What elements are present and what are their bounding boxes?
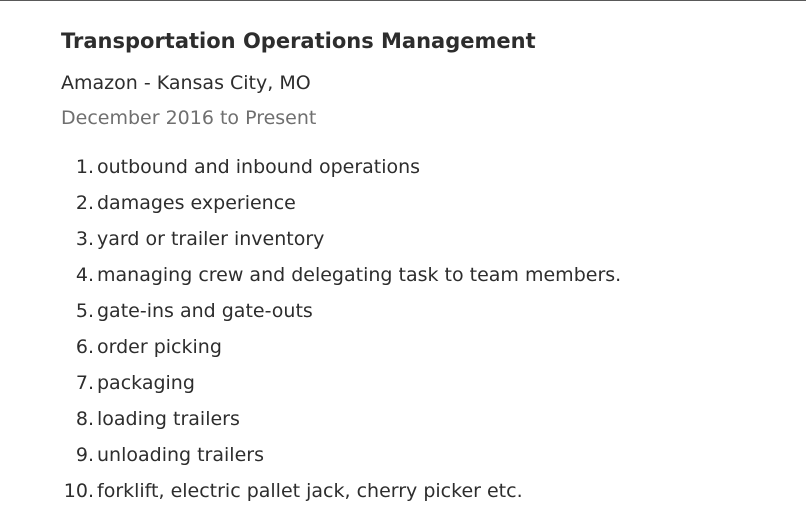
list-item: 3. yard or trailer inventory (61, 221, 791, 257)
list-item-number: 10. (63, 480, 94, 502)
list-item: 4. managing crew and delegating task to t… (61, 257, 791, 293)
list-item-text: gate-ins and gate-outs (97, 300, 313, 322)
list-item: 1. outbound and inbound operations (61, 149, 791, 185)
list-item-number: 5. (75, 300, 94, 322)
list-item-text: managing crew and delegating task to tea… (97, 264, 622, 286)
list-item-text: loading trailers (97, 408, 240, 430)
job-title: Transportation Operations Management (61, 29, 536, 53)
list-item: 5. gate-ins and gate-outs (61, 293, 791, 329)
list-item-text: forklift, electric pallet jack, cherry p… (97, 480, 523, 502)
list-item-text: yard or trailer inventory (97, 228, 325, 250)
list-item: 9. unloading trailers (61, 437, 791, 473)
list-item: 6. order picking (61, 329, 791, 365)
employment-dates: December 2016 to Present (61, 107, 317, 129)
duties-list: 1. outbound and inbound operations 2. dama… (61, 149, 791, 509)
list-item-number: 4. (75, 264, 94, 286)
list-item-number: 1. (75, 156, 94, 178)
job-entry: Transportation Operations Management Ama… (61, 25, 791, 509)
list-item-text: outbound and inbound operations (97, 156, 421, 178)
list-item-number: 2. (75, 192, 94, 214)
list-item-number: 9. (75, 444, 94, 466)
list-item-number: 3. (75, 228, 94, 250)
list-item: 2. damages experience (61, 185, 791, 221)
list-item-text: order picking (97, 336, 222, 358)
list-item-number: 7. (75, 372, 94, 394)
company-location: Amazon - Kansas City, MO (61, 72, 311, 94)
top-divider (0, 0, 806, 1)
list-item-number: 6. (75, 336, 94, 358)
list-item-text: damages experience (97, 192, 296, 214)
list-item: 8. loading trailers (61, 401, 791, 437)
list-item: 7. packaging (61, 365, 791, 401)
list-item-text: unloading trailers (97, 444, 264, 466)
list-item: 10. forklift, electric pallet jack, cherr… (61, 473, 791, 509)
list-item-text: packaging (97, 372, 195, 394)
list-item-number: 8. (75, 408, 94, 430)
